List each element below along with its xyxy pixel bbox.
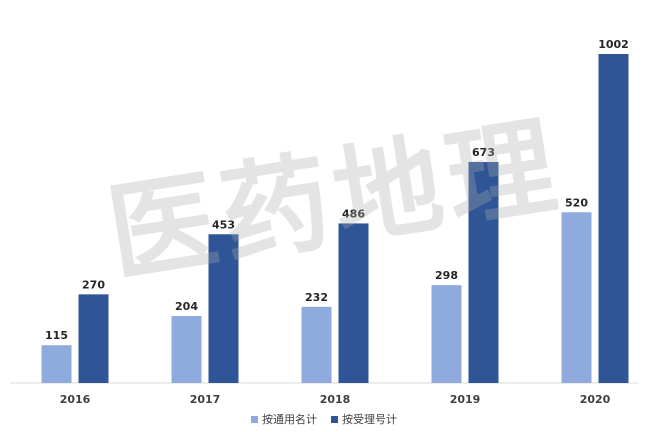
legend-item-series-1: 按通用名计 xyxy=(251,411,317,427)
legend-swatch-series-1 xyxy=(251,415,258,423)
data-label-2018-series-2: 486 xyxy=(342,207,365,220)
bar-2016-series-2 xyxy=(78,294,109,383)
bar-2017-series-2 xyxy=(208,234,239,383)
bar-2018-series-1 xyxy=(301,306,332,383)
bar-2016-series-1 xyxy=(41,345,72,383)
x-tick-label-2017: 2017 xyxy=(190,393,221,406)
legend-label-series-2: 按受理号计 xyxy=(342,413,397,426)
data-label-2016-series-1: 115 xyxy=(45,329,68,342)
bar-2018-series-2 xyxy=(338,223,369,383)
x-tick-label-2020: 2020 xyxy=(580,393,611,406)
data-label-2017-series-2: 453 xyxy=(212,218,235,231)
data-label-2019-series-2: 673 xyxy=(472,146,495,159)
x-tick-label-2018: 2018 xyxy=(320,393,351,406)
legend-item-series-2: 按受理号计 xyxy=(331,411,397,427)
data-label-2020-series-2: 1002 xyxy=(598,38,629,51)
data-label-2018-series-1: 232 xyxy=(305,291,328,304)
bar-2020-series-2 xyxy=(598,54,629,383)
bar-2019-series-1 xyxy=(431,285,462,383)
legend: 按通用名计 按受理号计 xyxy=(0,411,648,427)
bar-2020-series-1 xyxy=(561,212,592,383)
x-tick-label-2019: 2019 xyxy=(450,393,481,406)
bar-2017-series-1 xyxy=(171,316,202,383)
legend-label-series-1: 按通用名计 xyxy=(262,413,317,426)
bar-2019-series-2 xyxy=(468,162,499,383)
data-label-2016-series-2: 270 xyxy=(82,278,105,291)
legend-swatch-series-2 xyxy=(331,415,338,423)
data-label-2017-series-1: 204 xyxy=(175,300,198,313)
x-tick-label-2016: 2016 xyxy=(60,393,91,406)
data-label-2020-series-1: 520 xyxy=(565,196,588,209)
data-label-2019-series-1: 298 xyxy=(435,269,458,282)
